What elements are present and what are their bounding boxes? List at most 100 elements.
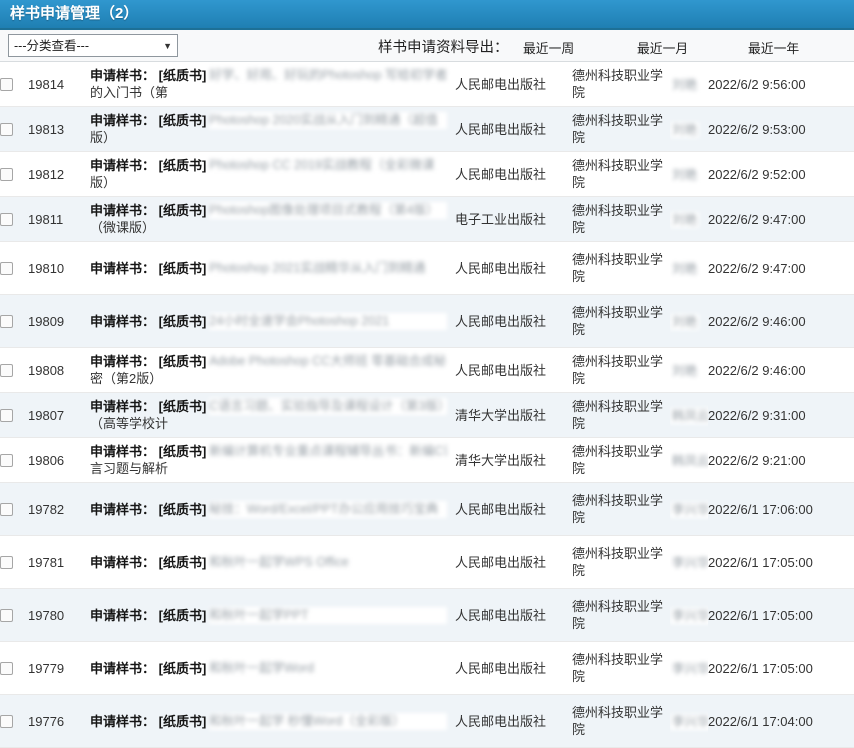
publisher: 人民邮电出版社 — [455, 294, 572, 348]
apply-time: 2022/6/1 17:06:00 — [708, 482, 854, 536]
book-title-cell: 申请样书： [纸质书] 24小时全速学会Photoshop 2021 — [90, 294, 455, 348]
apply-time: 2022/6/2 9:53:00 — [708, 106, 854, 152]
apply-time: 2022/6/2 9:46:00 — [708, 294, 854, 348]
book-title-blurred: 好学、好用、好玩的Photoshop 写给初学者 — [209, 67, 447, 84]
table-row: 19810 申请样书： [纸质书] Photoshop 2021实战精华从入门到… — [0, 241, 854, 295]
school: 德州科技职业学院 — [572, 151, 670, 197]
request-type-label: 申请样书： [纸质书] — [90, 501, 207, 517]
row-checkbox[interactable] — [0, 555, 13, 569]
row-checkbox[interactable] — [0, 608, 13, 622]
request-type-label: 申请样书： [纸质书] — [90, 113, 207, 128]
school: 德州科技职业学院 — [572, 588, 670, 642]
book-title-cell: 申请样书： [纸质书] 和秋叶一起学PPT — [90, 588, 455, 642]
row-checkbox[interactable] — [0, 212, 13, 226]
export-last-week-link[interactable]: 最近一周 — [523, 41, 575, 56]
request-type-label: 申请样书： [纸质书] — [90, 313, 207, 329]
application-id: 19810 — [28, 241, 90, 295]
book-title-cell: 申请样书： [纸质书] Photoshop图像处理项目式教程（第4版） （微课版… — [90, 196, 455, 242]
row-checkbox[interactable] — [0, 167, 13, 181]
row-checkbox[interactable] — [0, 122, 13, 136]
table-row: 19809 申请样书： [纸质书] 24小时全速学会Photoshop 2021… — [0, 294, 854, 348]
category-filter-select-control[interactable]: ---分类查看--- — [9, 35, 177, 56]
application-id: 19782 — [28, 482, 90, 536]
applicant-name-blurred: 刘艳 — [670, 313, 700, 330]
applications-table: 19814 申请样书： [纸质书] 好学、好用、好玩的Photoshop 写给初… — [0, 62, 854, 748]
school: 德州科技职业学院 — [572, 641, 670, 695]
applicant-name-blurred: 刘艳 — [670, 121, 700, 138]
export-label: 样书申请资料导出： — [378, 40, 509, 56]
application-id: 19809 — [28, 294, 90, 348]
row-checkbox[interactable] — [0, 363, 13, 377]
publisher: 电子工业出版社 — [455, 196, 572, 242]
book-title-cell: 申请样书： [纸质书] Photoshop 2020实战从入门到精通（超值 版） — [90, 106, 455, 152]
book-title-blurred: C语言习题、实验指导及课程设计（第3版） — [209, 398, 447, 415]
school: 德州科技职业学院 — [572, 694, 670, 748]
book-title-blurred: Photoshop 2021实战精华从入门到精通 — [209, 259, 447, 277]
book-title-blurred: 和秋叶一起学WPS Office — [209, 553, 447, 571]
application-id: 19776 — [28, 694, 90, 748]
row-checkbox[interactable] — [0, 502, 13, 516]
applicant-name-blurred: 韩凤云 — [670, 452, 708, 469]
table-row: 19776 申请样书： [纸质书] 和秋叶一起学 秒懂Word（全彩版） 人民邮… — [0, 694, 854, 748]
apply-time: 2022/6/2 9:52:00 — [708, 151, 854, 197]
request-type-label: 申请样书： [纸质书] — [90, 203, 207, 218]
table-row: 19806 申请样书： [纸质书] 新编计算机专业重点课程辅导丛书：新编C语 言… — [0, 437, 854, 483]
school: 德州科技职业学院 — [572, 392, 670, 438]
applicant-name-blurred: 李兴华 — [670, 713, 708, 730]
table-row: 19780 申请样书： [纸质书] 和秋叶一起学PPT 人民邮电出版社 德州科技… — [0, 588, 854, 642]
book-title-cell: 申请样书： [纸质书] 秘技：Word/Excel/PPT办公应用技巧宝典 — [90, 482, 455, 536]
table-row: 19808 申请样书： [纸质书] Adobe Photoshop CC大师班 … — [0, 347, 854, 393]
school: 德州科技职业学院 — [572, 347, 670, 393]
table-row: 19781 申请样书： [纸质书] 和秋叶一起学WPS Office 人民邮电出… — [0, 535, 854, 589]
row-checkbox[interactable] — [0, 314, 13, 328]
row-checkbox[interactable] — [0, 261, 13, 275]
table-row: 19812 申请样书： [纸质书] Photoshop CC 2019实战教程（… — [0, 151, 854, 197]
book-title-blurred: Adobe Photoshop CC大师班 零基础合成秘 — [209, 353, 447, 370]
school: 德州科技职业学院 — [572, 106, 670, 152]
category-filter-select[interactable]: ---分类查看--- ▼ — [8, 34, 178, 57]
table-row: 19814 申请样书： [纸质书] 好学、好用、好玩的Photoshop 写给初… — [0, 62, 854, 107]
request-type-label: 申请样书： [纸质书] — [90, 354, 207, 369]
book-title-rest: 版） — [90, 175, 117, 190]
application-id: 19779 — [28, 641, 90, 695]
publisher: 人民邮电出版社 — [455, 588, 572, 642]
book-title-cell: 申请样书： [纸质书] Adobe Photoshop CC大师班 零基础合成秘… — [90, 347, 455, 393]
publisher: 人民邮电出版社 — [455, 151, 572, 197]
table-row: 19782 申请样书： [纸质书] 秘技：Word/Excel/PPT办公应用技… — [0, 482, 854, 536]
apply-time: 2022/6/2 9:21:00 — [708, 437, 854, 483]
row-checkbox[interactable] — [0, 408, 13, 422]
row-checkbox[interactable] — [0, 661, 13, 675]
school: 德州科技职业学院 — [572, 294, 670, 348]
book-title-cell: 申请样书： [纸质书] Photoshop 2021实战精华从入门到精通 — [90, 241, 455, 295]
apply-time: 2022/6/2 9:31:00 — [708, 392, 854, 438]
book-title-cell: 申请样书： [纸质书] 和秋叶一起学WPS Office — [90, 535, 455, 589]
book-title-blurred: Photoshop CC 2019实战教程（全彩微课 — [209, 157, 447, 174]
application-id: 19813 — [28, 106, 90, 152]
row-checkbox[interactable] — [0, 77, 13, 91]
applicant-name-blurred: 刘艳 — [670, 211, 700, 228]
row-checkbox[interactable] — [0, 453, 13, 467]
book-title-rest: 言习题与解析 — [90, 461, 169, 476]
export-last-year-link[interactable]: 最近一年 — [748, 41, 800, 56]
applicant-name-blurred: 李兴华 — [670, 607, 708, 624]
book-title-rest: （微课版） — [90, 220, 156, 235]
application-id: 19780 — [28, 588, 90, 642]
book-title-rest: 的入门书（第 — [90, 85, 169, 100]
application-id: 19808 — [28, 347, 90, 393]
request-type-label: 申请样书： [纸质书] — [90, 713, 207, 729]
application-id: 19814 — [28, 62, 90, 107]
request-type-label: 申请样书： [纸质书] — [90, 260, 207, 276]
book-title-cell: 申请样书： [纸质书] 和秋叶一起学 秒懂Word（全彩版） — [90, 694, 455, 748]
application-id: 19811 — [28, 196, 90, 242]
applicant-name-blurred: 刘艳 — [670, 260, 700, 277]
request-type-label: 申请样书： [纸质书] — [90, 607, 207, 623]
book-title-blurred: Photoshop 2020实战从入门到精通（超值 — [209, 112, 447, 129]
apply-time: 2022/6/1 17:05:00 — [708, 535, 854, 589]
publisher: 人民邮电出版社 — [455, 106, 572, 152]
school: 德州科技职业学院 — [572, 62, 670, 107]
export-last-month-link[interactable]: 最近一月 — [637, 41, 689, 56]
publisher: 人民邮电出版社 — [455, 535, 572, 589]
page-title: 样书申请管理（2） — [0, 0, 854, 30]
school: 德州科技职业学院 — [572, 482, 670, 536]
row-checkbox[interactable] — [0, 714, 13, 728]
